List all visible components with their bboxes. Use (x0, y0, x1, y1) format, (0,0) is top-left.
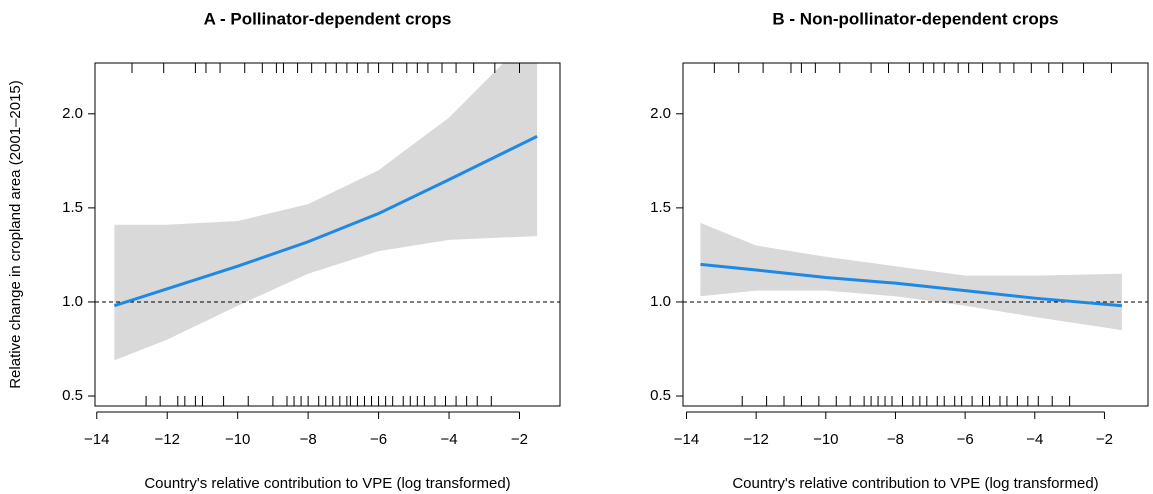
x-tick-label: −10 (813, 431, 838, 448)
x-tick-label: −6 (957, 431, 974, 448)
y-axis-label: Relative change in cropland area (2001–2… (7, 80, 24, 389)
x-tick-label: −2 (511, 431, 528, 448)
y-tick-label: 2.0 (62, 105, 83, 122)
x-tick-label: −10 (225, 431, 250, 448)
plot-frame (682, 62, 1149, 407)
x-tick-label: −12 (743, 431, 768, 448)
x-axis-label: Country's relative contribution to VPE (… (144, 475, 510, 492)
y-tick-label: 1.0 (650, 293, 671, 310)
x-tick-label: −14 (674, 431, 699, 448)
confidence-band (700, 222, 1122, 331)
panel-title: B - Non-pollinator-dependent crops (772, 9, 1058, 28)
y-tick-label: 0.5 (62, 387, 83, 404)
x-tick-label: −4 (440, 431, 457, 448)
y-tick-label: 1.5 (650, 199, 671, 216)
y-tick-label: 1.0 (62, 293, 83, 310)
plot-frame (94, 62, 561, 407)
y-tick-label: 1.5 (62, 199, 83, 216)
confidence-band (114, 63, 538, 361)
x-tick-label: −4 (1026, 431, 1043, 448)
panel-title: A - Pollinator-dependent crops (204, 9, 452, 28)
x-tick-label: −2 (1096, 431, 1113, 448)
fit-line (700, 262, 1123, 308)
fit-line (113, 135, 538, 308)
panel: B - Non-pollinator-dependent crops 0.5 1.0… (650, 9, 1149, 492)
x-tick-label: −8 (300, 431, 317, 448)
x-tick-label: −12 (154, 431, 179, 448)
y-tick-label: 0.5 (650, 387, 671, 404)
x-tick-label: −8 (887, 431, 904, 448)
x-axis-label: Country's relative contribution to VPE (… (732, 475, 1098, 492)
x-tick-label: −6 (370, 431, 387, 448)
x-tick-label: −14 (84, 431, 109, 448)
panel: A - Pollinator-dependent crops 0.5 1.0 1.5 2… (7, 9, 561, 492)
y-tick-label: 2.0 (650, 105, 671, 122)
